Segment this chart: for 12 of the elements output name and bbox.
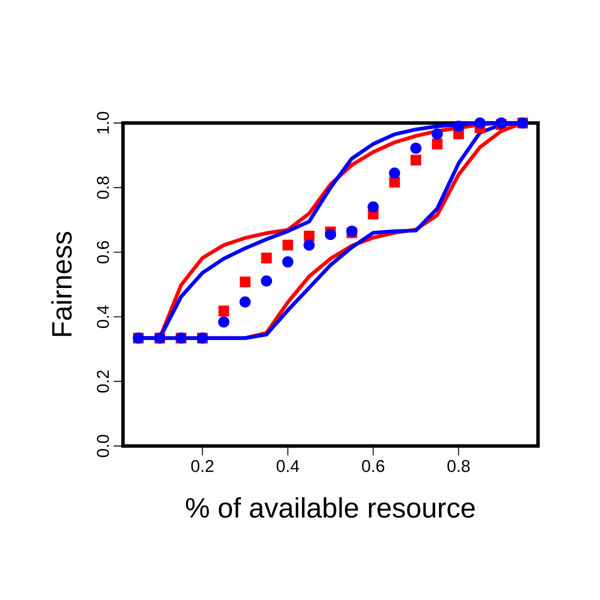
y-axis-title: Fairness (51, 232, 72, 336)
y-tick-label: 0.4 (96, 305, 109, 328)
x-tick-label: 0.4 (276, 460, 300, 472)
y-tick-label: 1.0 (96, 112, 109, 134)
x-tick-label: 0.8 (447, 460, 470, 472)
x-tick-label: 0.2 (191, 460, 214, 472)
x-axis-title: % of available resource (186, 497, 475, 518)
y-tick-label: 0.6 (96, 241, 109, 264)
y-tick-label: 0.0 (96, 434, 109, 458)
y-tick-label: 0.2 (96, 370, 109, 393)
y-tick-label: 0.8 (96, 176, 109, 199)
x-tick-label: 0.6 (362, 460, 384, 472)
